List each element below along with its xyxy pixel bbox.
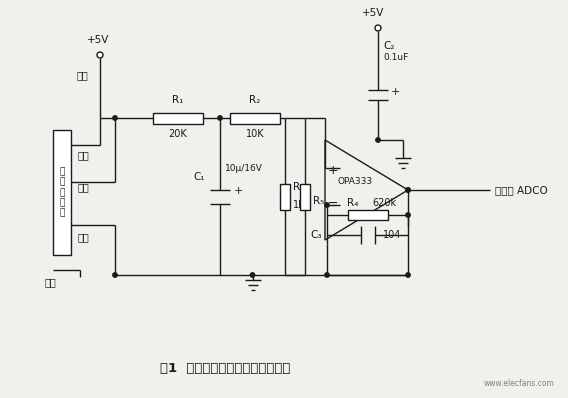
Text: OPA333: OPA333 xyxy=(337,178,373,187)
Text: 0.1uF: 0.1uF xyxy=(383,53,408,62)
Bar xyxy=(300,183,310,209)
Circle shape xyxy=(406,213,410,217)
Circle shape xyxy=(376,138,380,142)
Text: 红色: 红色 xyxy=(76,70,88,80)
Text: 白色: 白色 xyxy=(44,277,56,287)
Text: 红色: 红色 xyxy=(77,150,89,160)
Text: 10K: 10K xyxy=(246,129,264,139)
Text: 称
重
传
感
器: 称 重 传 感 器 xyxy=(59,167,65,218)
Text: +5V: +5V xyxy=(362,8,384,18)
Text: R₂: R₂ xyxy=(249,95,261,105)
Text: 20K: 20K xyxy=(169,129,187,139)
Text: +: + xyxy=(391,87,400,97)
Text: 104: 104 xyxy=(382,230,401,240)
Circle shape xyxy=(406,188,410,192)
Text: 图1  称重电路及其与单片机的连接: 图1 称重电路及其与单片机的连接 xyxy=(160,361,290,375)
Text: R₃: R₃ xyxy=(293,181,304,191)
Text: 1M: 1M xyxy=(293,199,308,209)
Circle shape xyxy=(97,52,103,58)
Text: C₁: C₁ xyxy=(193,172,205,181)
Bar xyxy=(153,113,203,123)
Bar xyxy=(53,130,71,255)
Circle shape xyxy=(218,116,222,120)
Text: 黑色: 黑色 xyxy=(77,232,89,242)
Circle shape xyxy=(325,273,329,277)
Text: 单片机 ADCO: 单片机 ADCO xyxy=(495,185,548,195)
Text: R₅: R₅ xyxy=(313,197,324,207)
Bar xyxy=(348,210,387,220)
Text: +5V: +5V xyxy=(87,35,109,45)
Circle shape xyxy=(325,203,329,207)
Text: R₄: R₄ xyxy=(348,198,359,208)
Text: 10μ/16V: 10μ/16V xyxy=(225,164,263,173)
Text: −: − xyxy=(328,197,339,209)
Text: 620k: 620k xyxy=(373,198,396,208)
Text: www.elecfans.com: www.elecfans.com xyxy=(484,379,555,388)
Circle shape xyxy=(375,25,381,31)
Text: C₂: C₂ xyxy=(383,41,395,51)
Circle shape xyxy=(406,273,410,277)
Circle shape xyxy=(113,273,117,277)
Circle shape xyxy=(406,188,410,192)
Text: 绿色: 绿色 xyxy=(77,182,89,192)
Text: +: + xyxy=(328,164,339,176)
Bar xyxy=(280,183,290,209)
Text: R₁: R₁ xyxy=(172,95,183,105)
Circle shape xyxy=(250,273,254,277)
Circle shape xyxy=(113,116,117,120)
Text: C₃: C₃ xyxy=(311,230,322,240)
Bar xyxy=(230,113,280,123)
Text: +: + xyxy=(234,187,243,197)
